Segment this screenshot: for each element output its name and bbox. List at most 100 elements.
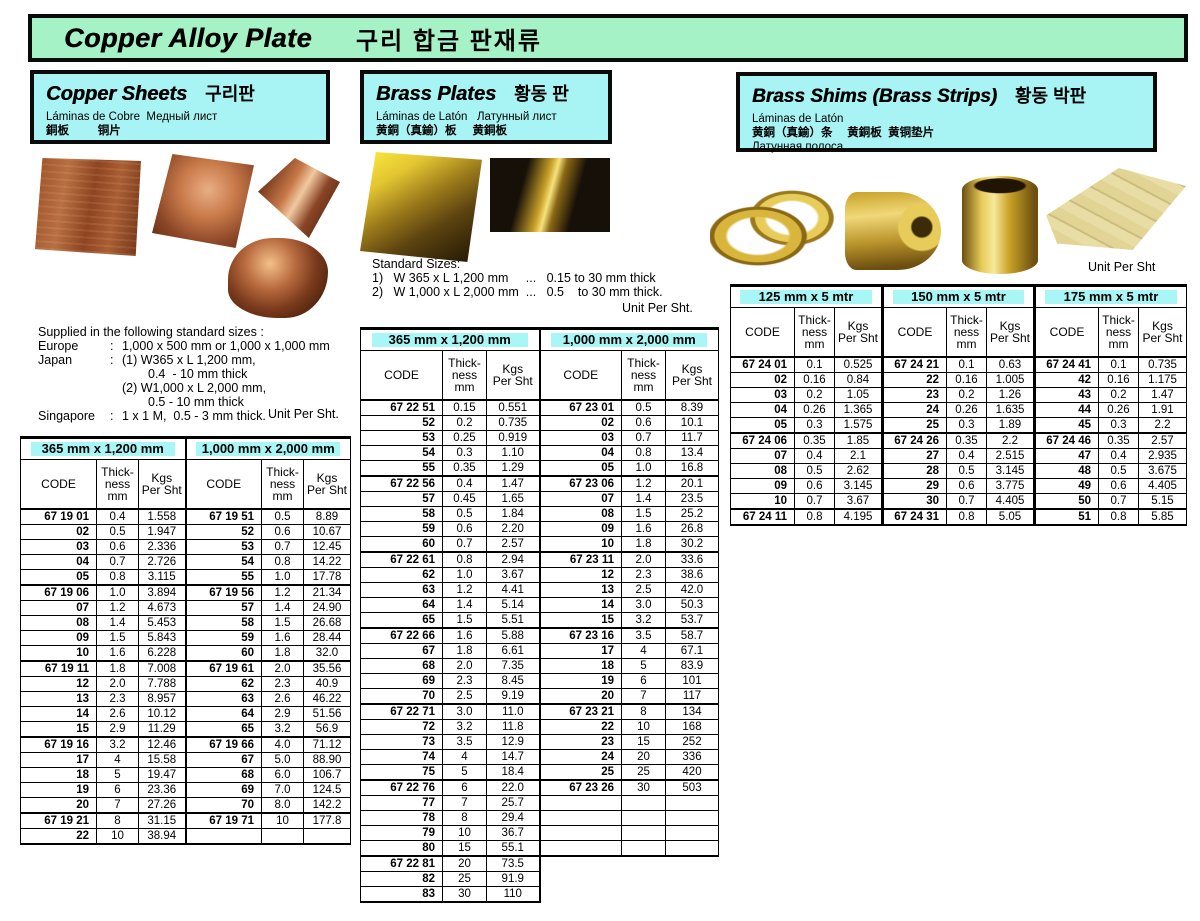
thickness-cell: 2.9	[261, 706, 304, 722]
thickness-cell: 0.8	[794, 508, 835, 526]
brass-shim-coil-photo	[962, 176, 1038, 274]
kgs-cell: 252	[665, 734, 719, 750]
size-header: 365 mm x 1,200 mm	[360, 327, 541, 351]
shims-subtitle-cjk: 黄銅（真鍮）条 黄銅板 黄铜垫片	[752, 127, 935, 139]
kgs-cell: 11.7	[665, 430, 719, 446]
empty-cell	[666, 887, 719, 903]
thickness-cell: 1.6	[442, 627, 487, 644]
kgs-cell: 11.8	[486, 719, 541, 735]
thickness-cell: 0.35	[1098, 432, 1139, 449]
thickness-cell: 0.4	[1098, 448, 1139, 464]
kgs-cell: 1.65	[486, 491, 541, 507]
code-cell: 78	[360, 810, 443, 826]
code-cell: 69	[360, 673, 443, 689]
kgs-cell: 2.1	[834, 448, 884, 464]
thickness-cell: 0.5	[794, 463, 835, 479]
kgs-cell: 1.89	[986, 417, 1036, 434]
table-row: 67 24 06 0.35 1.85 67 24 26 0.35 2.2 67 24 46 0…	[730, 432, 1187, 449]
code-cell: 02	[20, 524, 97, 540]
code-cell: 25	[539, 764, 622, 781]
kgs-cell: 1.47	[1138, 387, 1187, 403]
code-cell: 67 22 71	[360, 703, 443, 720]
kgs-cell: 1.005	[986, 372, 1036, 388]
size-label: 125 mm x 5 mtr	[740, 290, 872, 304]
shims-unit-note: Unit Per Sht	[1088, 260, 1156, 274]
code-cell: 42	[1034, 372, 1099, 388]
thickness-cell: 2.0	[621, 551, 666, 568]
thickness-cell: 30	[442, 886, 487, 903]
table-row: 67 24 11 0.8 4.195 67 24 31 0.8 5.05 51 0.8 5.85	[730, 508, 1187, 526]
brass-strip-roll-photo	[845, 192, 941, 270]
table-row: 75 5 18.4 25 25 420	[360, 764, 719, 781]
kgs-cell: 336	[665, 749, 719, 765]
table-row: 67 24 01 0.1 0.525 67 24 21 0.1 0.63 67 24 41 0…	[730, 356, 1187, 373]
thickness-cell: 7	[96, 797, 139, 814]
thickness-cell: 15	[621, 734, 666, 750]
thickness-cell: 0.1	[794, 356, 835, 373]
kgs-cell: 53.7	[665, 612, 719, 629]
code-cell: 08	[539, 506, 622, 522]
empty-cell	[622, 872, 666, 887]
thickness-cell: 8	[442, 810, 487, 826]
code-cell: 82	[360, 871, 443, 887]
thickness-cell: 0.35	[946, 432, 987, 449]
thickness-cell: 0.8	[1098, 508, 1139, 526]
empty-cell	[540, 856, 622, 872]
table-row: 03 0.2 1.05 23 0.2 1.26 43 0.2 1.47	[730, 387, 1187, 403]
table-row: 22 10 38.94	[20, 828, 351, 845]
code-cell: 27	[882, 448, 947, 464]
kgs-cell	[665, 795, 719, 811]
kgs-cell: 7.35	[486, 658, 541, 674]
column-header: Thick- ness mm	[96, 459, 139, 510]
thickness-cell: 1.2	[96, 600, 139, 616]
table-row: 13 2.3 8.957 63 2.6 46.22	[20, 691, 351, 707]
code-cell: 59	[360, 521, 443, 537]
table-row: 67 22 76 6 22.0 67 23 26 30 503	[360, 779, 719, 796]
kgs-cell: 28.44	[303, 630, 351, 646]
brass-shim-ribbon-photo	[710, 178, 840, 278]
thickness-cell: 1.0	[442, 567, 487, 583]
code-cell: 10	[730, 493, 795, 510]
kgs-cell: 1.558	[138, 508, 187, 525]
kgs-cell: 55.1	[486, 840, 541, 857]
code-cell: 67 19 01	[20, 508, 97, 525]
table-row: 09 0.6 3.145 29 0.6 3.775 49 0.6 4.405	[730, 478, 1187, 494]
code-cell: 51	[1034, 508, 1099, 526]
kgs-cell: 134	[665, 703, 719, 720]
thickness-cell: 0.7	[261, 539, 304, 555]
supply-line: Japan: (1) W365 x L 1,200 mm,	[38, 353, 256, 367]
empty-cell	[666, 872, 719, 887]
code-cell: 67 19 51	[185, 508, 262, 525]
kgs-cell: 117	[665, 688, 719, 705]
thickness-cell: 0.2	[442, 415, 487, 431]
code-cell: 63	[185, 691, 262, 707]
column-header: Thick- ness mm	[261, 459, 304, 510]
code-cell: 04	[730, 402, 795, 418]
copper-plate-photo	[35, 158, 141, 256]
thickness-cell: 0.5	[442, 506, 487, 522]
brass-shim-sheets-photo	[1046, 168, 1186, 250]
copper-sheets-section-header: Copper Sheets 구리판 Láminas de Cobre Медны…	[30, 70, 330, 144]
copper-unit-note: Unit Per Sht.	[268, 407, 339, 421]
kgs-cell: 1.91	[1138, 402, 1187, 418]
kgs-cell: 1.947	[138, 524, 187, 540]
kgs-cell: 2.726	[138, 554, 187, 570]
code-cell: 83	[360, 886, 443, 903]
table-row: 08 1.4 5.453 58 1.5 26.68	[20, 615, 351, 631]
kgs-cell: 30.2	[665, 536, 719, 553]
table-row: 52 0.2 0.735 02 0.6 10.1	[360, 415, 719, 431]
thickness-cell: 0.16	[1098, 372, 1139, 388]
thickness-cell: 8.0	[261, 797, 304, 814]
thickness-cell: 3.5	[442, 734, 487, 750]
code-cell: 67 24 31	[882, 508, 947, 526]
code-cell: 15	[539, 612, 622, 629]
code-cell: 22	[539, 719, 622, 735]
kgs-cell: 33.6	[665, 551, 719, 568]
thickness-cell: 0.45	[442, 491, 487, 507]
code-cell: 77	[360, 795, 443, 811]
thickness-cell: 1.5	[96, 630, 139, 646]
table-row: 60 0.7 2.57 10 1.8 30.2	[360, 536, 719, 553]
thickness-cell: 0.5	[1098, 463, 1139, 479]
thickness-cell: 0.7	[96, 554, 139, 570]
table-row: 07 1.2 4.673 57 1.4 24.90	[20, 600, 351, 616]
